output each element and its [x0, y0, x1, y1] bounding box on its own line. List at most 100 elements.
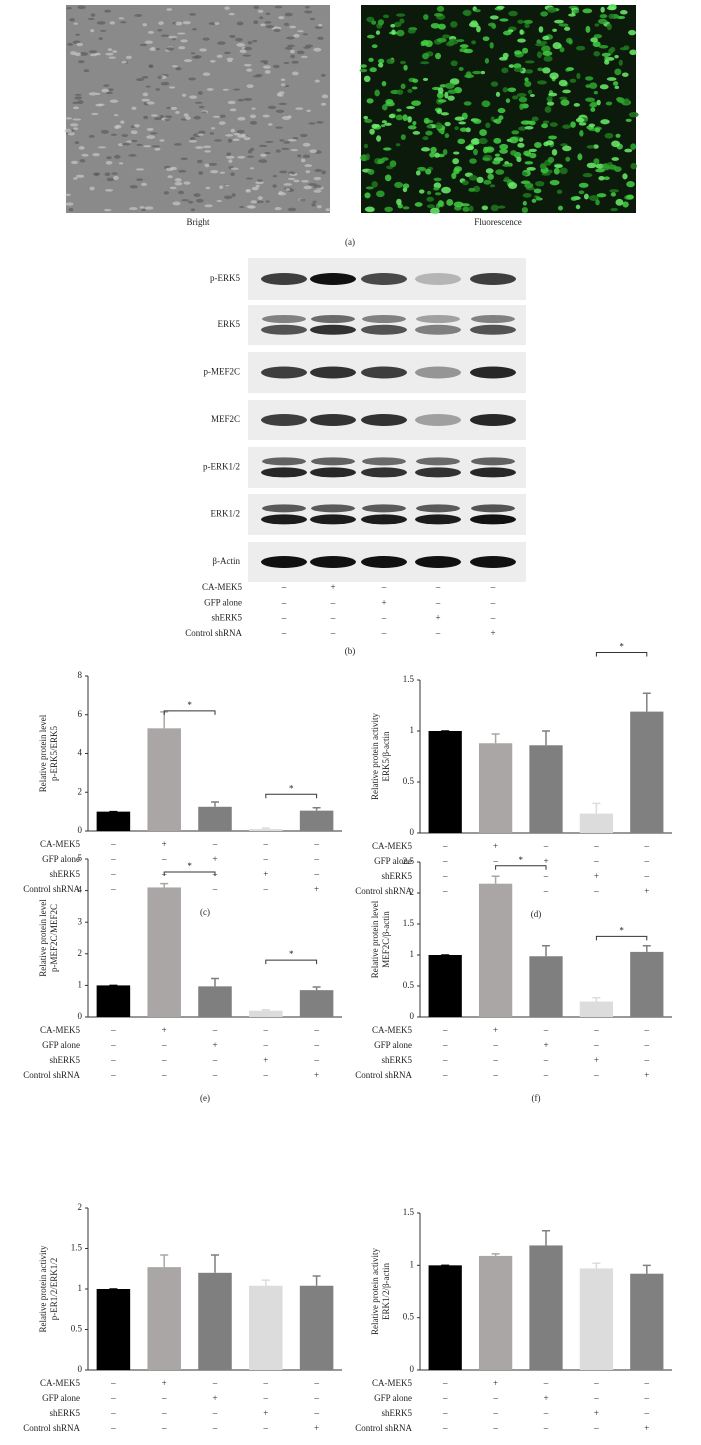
- cell: [548, 92, 558, 97]
- cell: [230, 128, 236, 133]
- cell: [614, 85, 620, 89]
- cell: [458, 67, 464, 71]
- cell: [164, 115, 173, 119]
- cell: [291, 71, 299, 76]
- band: [415, 273, 461, 285]
- condition-mark: –: [263, 884, 269, 894]
- cell: [75, 174, 85, 178]
- condition-mark: +: [543, 856, 548, 866]
- cell: [559, 167, 568, 175]
- cell: [557, 205, 564, 211]
- cell: [216, 54, 223, 58]
- cell: [308, 183, 317, 186]
- cell: [479, 129, 488, 136]
- cell: [558, 79, 568, 87]
- cell: [604, 59, 610, 65]
- cell: [100, 29, 107, 32]
- cell: [496, 5, 505, 9]
- cell: [287, 138, 297, 142]
- band: [471, 315, 515, 323]
- band: [310, 556, 356, 568]
- cell: [325, 208, 331, 212]
- condition-mark: +: [263, 869, 268, 879]
- cell: [623, 45, 630, 51]
- cell: [463, 48, 474, 54]
- cell: [534, 141, 542, 149]
- cell: [141, 98, 150, 102]
- significance-bracket: [265, 959, 318, 965]
- condition-label: CA-MEK5: [372, 1025, 412, 1035]
- cell: [624, 148, 633, 153]
- cell: [304, 44, 314, 48]
- cell: [482, 157, 491, 161]
- cell: [560, 99, 570, 106]
- band: [415, 467, 461, 478]
- cell: [407, 116, 412, 123]
- cell: [252, 39, 258, 43]
- cell: [300, 158, 306, 163]
- condition-mark: –: [110, 1040, 116, 1050]
- cell: [149, 132, 158, 135]
- image-caption: Bright: [186, 217, 210, 227]
- cell: [95, 103, 104, 107]
- condition-mark: –: [161, 1393, 167, 1403]
- condition-mark: +: [594, 871, 599, 881]
- y-tick-label: 0.5: [71, 1324, 83, 1334]
- cell: [204, 163, 210, 168]
- cell: [149, 64, 154, 69]
- condition-label: Control shRNA: [185, 628, 242, 638]
- condition-mark: +: [263, 1408, 268, 1418]
- cell: [128, 207, 138, 211]
- cell: [512, 95, 519, 100]
- cell: [317, 36, 324, 40]
- condition-label: shERK5: [381, 1408, 412, 1418]
- cell: [437, 87, 444, 94]
- cell: [390, 23, 396, 28]
- condition-mark: –: [442, 841, 448, 851]
- condition-mark: –: [644, 856, 650, 866]
- cell: [473, 148, 478, 156]
- cell: [209, 132, 215, 135]
- cell: [143, 115, 149, 120]
- cell: [217, 41, 226, 45]
- condition-mark: –: [110, 884, 116, 894]
- cell: [194, 101, 203, 104]
- cell: [559, 96, 568, 101]
- cell: [181, 199, 190, 202]
- cell: [205, 186, 211, 190]
- image-caption: Fluorescence: [474, 217, 521, 227]
- cell: [278, 16, 285, 20]
- cell: [183, 59, 193, 63]
- condition-mark: +: [543, 1040, 548, 1050]
- cell: [513, 63, 522, 69]
- cell: [159, 139, 165, 142]
- cell: [167, 175, 173, 179]
- condition-mark: +: [644, 1423, 649, 1433]
- condition-mark: –: [110, 1408, 116, 1418]
- cell: [504, 176, 510, 181]
- cell: [598, 45, 609, 49]
- fluorescence-texture: [359, 3, 639, 215]
- cell: [91, 112, 99, 116]
- cell: [158, 21, 164, 26]
- cell: [120, 120, 125, 124]
- band: [361, 324, 407, 335]
- cell: [395, 114, 404, 121]
- condition-mark: –: [212, 1408, 218, 1418]
- cell: [154, 147, 161, 151]
- cell: [424, 40, 433, 48]
- cell: [109, 99, 119, 103]
- condition-mark: –: [543, 1423, 549, 1433]
- cell: [446, 199, 454, 206]
- cell: [552, 42, 562, 50]
- cell: [525, 69, 534, 74]
- cell: [313, 176, 322, 181]
- cell: [145, 85, 151, 88]
- cell: [151, 145, 161, 148]
- cell: [568, 13, 576, 17]
- cell: [255, 180, 264, 185]
- cell: [402, 206, 410, 210]
- cell: [259, 16, 264, 20]
- cell: [436, 5, 445, 12]
- cell: [615, 198, 624, 206]
